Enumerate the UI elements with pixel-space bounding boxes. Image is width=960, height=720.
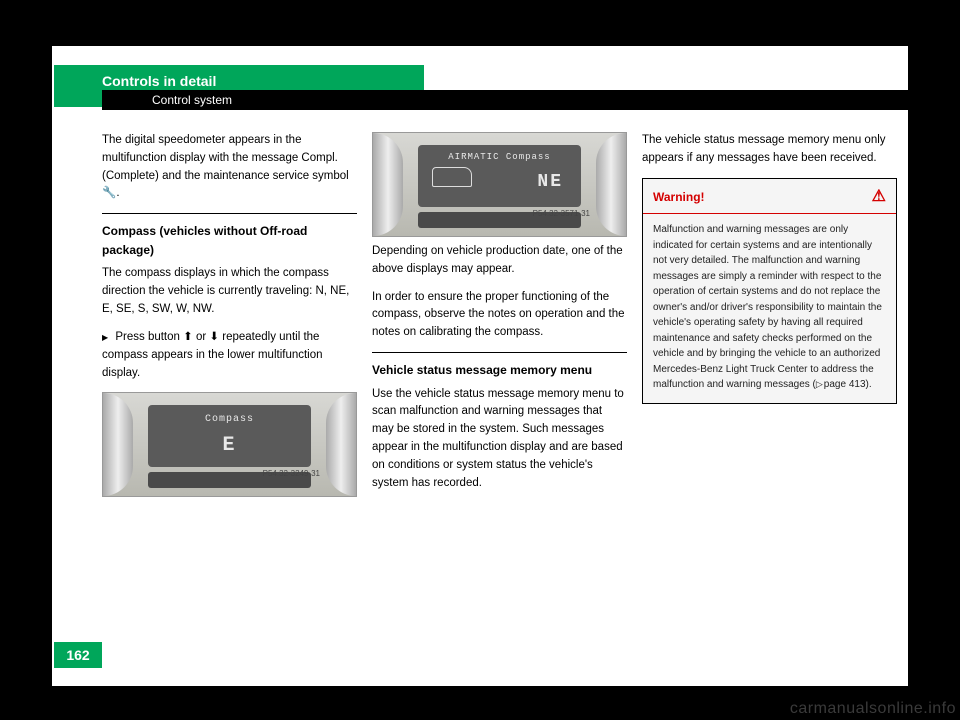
body-text: The digital speedometer appears in the m… — [102, 132, 357, 203]
dashboard-figure-airmatic: AIRMATIC Compass NE P54.32-3571-31 — [372, 132, 627, 237]
body-text: The compass displays in which the compas… — [102, 265, 357, 318]
figure-code: P54.32-3571-31 — [533, 208, 590, 220]
warning-body: Malfunction and warning messages are onl… — [643, 214, 896, 403]
button-glyph: ⬇ — [209, 331, 219, 343]
page-reference: page 413). — [816, 379, 872, 390]
column-2: AIRMATIC Compass NE P54.32-3571-31 Depen… — [372, 132, 627, 503]
gauge-bezel-icon — [596, 133, 626, 236]
header-title: Controls in detail — [102, 73, 216, 89]
manual-page: Controls in detail Control system The di… — [52, 46, 908, 686]
vehicle-icon — [432, 167, 472, 187]
column-3: The vehicle status message memory menu o… — [642, 132, 897, 404]
body-text: Use the vehicle status message memory me… — [372, 386, 627, 493]
instruction-step: Press button ⬆ or ⬇ repeatedly until the… — [102, 329, 357, 382]
warning-text: Malfunction and warning messages are onl… — [653, 224, 882, 390]
body-text: Press button — [115, 331, 180, 343]
gauge-bezel-icon — [326, 393, 356, 496]
body-text: or — [196, 331, 206, 343]
screen-label: Compass — [205, 412, 254, 428]
warning-callout: Warning! ⚠ Malfunction and warning messa… — [642, 178, 897, 404]
section-heading: Compass (vehicles without Off-road packa… — [102, 222, 357, 259]
dashboard-figure-compass: Compass E P54.32-3249-31 — [102, 392, 357, 497]
page-number: 162 — [54, 642, 102, 668]
dashboard-screen: AIRMATIC Compass NE — [418, 145, 581, 207]
column-1: The digital speedometer appears in the m… — [102, 132, 357, 503]
header-subtitle: Control system — [102, 90, 960, 110]
section-heading: Vehicle status message memory menu — [372, 361, 627, 380]
watermark: carmanualsonline.info — [790, 700, 956, 718]
body-text: In order to ensure the proper functionin… — [372, 289, 627, 342]
compass-direction: E — [222, 430, 236, 461]
gauge-bezel-icon — [103, 393, 133, 496]
screen-label: AIRMATIC Compass — [448, 151, 550, 165]
body-text: Depending on vehicle production date, on… — [372, 243, 627, 279]
compass-direction: NE — [537, 169, 563, 197]
figure-code: P54.32-3249-31 — [263, 468, 320, 480]
warning-title: Warning! — [653, 188, 705, 207]
section-divider — [372, 352, 627, 353]
dashboard-screen: Compass E — [148, 405, 311, 467]
gauge-bezel-icon — [373, 133, 403, 236]
warning-triangle-icon: ⚠ — [872, 185, 886, 210]
body-text: The vehicle status message memory menu o… — [642, 132, 897, 168]
button-glyph: ⬆ — [183, 331, 193, 343]
warning-header: Warning! ⚠ — [643, 179, 896, 215]
section-divider — [102, 213, 357, 214]
